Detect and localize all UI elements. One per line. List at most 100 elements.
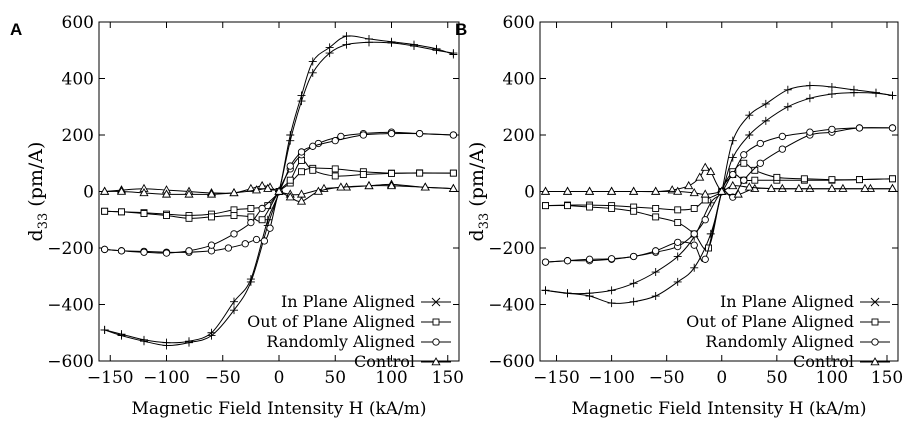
data-point	[139, 187, 149, 197]
data-point	[828, 176, 836, 184]
data-point	[140, 335, 148, 344]
x-tick-label: −100	[143, 368, 190, 388]
data-point	[331, 136, 339, 145]
data-point	[297, 91, 306, 100]
data-point	[673, 186, 683, 195]
legend-marker	[431, 297, 441, 307]
data-point	[756, 139, 764, 148]
data-point	[827, 82, 836, 91]
data-point	[359, 131, 368, 139]
legend-label: Randomly Aligned	[266, 332, 415, 351]
data-point	[585, 186, 595, 195]
data-point	[541, 286, 550, 295]
panel-label: A	[10, 20, 22, 39]
data-point	[751, 176, 759, 184]
data-point	[827, 183, 837, 192]
data-point	[806, 128, 814, 136]
data-point	[778, 132, 786, 141]
data-point	[740, 159, 748, 167]
data-point	[365, 34, 373, 43]
data-point	[313, 186, 323, 195]
y-tick-label: 0	[83, 183, 94, 203]
series-line	[545, 127, 893, 263]
data-point	[871, 89, 880, 98]
y-tick-label: −400	[47, 296, 94, 316]
data-point	[266, 224, 274, 232]
data-point	[733, 189, 743, 198]
data-point	[745, 131, 754, 139]
data-point	[415, 129, 424, 138]
data-point	[701, 216, 709, 224]
x-tick-label: 100	[375, 368, 407, 388]
data-point	[163, 212, 170, 219]
data-point	[652, 247, 660, 255]
legend-label: Control	[793, 352, 854, 371]
data-point	[651, 268, 660, 277]
data-point	[208, 213, 215, 221]
x-tick-label: 50	[766, 368, 788, 388]
data-point	[586, 203, 594, 211]
data-point	[449, 169, 457, 177]
data-point	[629, 252, 638, 261]
data-point	[630, 207, 638, 215]
data-point	[230, 206, 238, 214]
data-point	[717, 186, 727, 195]
x-tick-label: 50	[324, 368, 346, 388]
y-tick-label: −600	[488, 352, 535, 372]
chart-panel-B: B −600 −400 −200 0 200 400 600 −150 −100 −50 0 50 100…	[455, 13, 903, 419]
data-point	[744, 182, 754, 191]
data-point	[342, 32, 351, 41]
legend-marker	[431, 357, 441, 366]
series-line	[545, 162, 893, 251]
data-point	[161, 189, 172, 198]
data-point	[608, 204, 616, 212]
data-point	[285, 192, 295, 201]
legend-label: Control	[354, 352, 415, 371]
data-point	[274, 186, 284, 195]
y-tick-label: 600	[62, 13, 94, 33]
data-point	[805, 94, 814, 103]
data-point	[629, 297, 638, 306]
x-tick-label: 100	[816, 368, 848, 388]
data-point	[251, 185, 262, 194]
data-point	[185, 214, 193, 222]
data-point	[258, 204, 266, 213]
data-point	[888, 124, 897, 132]
data-point	[751, 166, 759, 174]
data-point	[690, 204, 698, 212]
data-point	[706, 166, 716, 175]
data-point	[207, 328, 216, 337]
data-point	[386, 180, 397, 190]
data-point	[783, 102, 792, 111]
series-randomly-aligned	[541, 124, 897, 266]
data-point	[162, 338, 171, 347]
data-point	[607, 286, 616, 295]
data-point	[828, 125, 836, 134]
chart-panel-A: A −600 −400 −200 0 200 400 600 −150 −100 −50 0 50 100…	[10, 13, 464, 419]
data-point	[296, 196, 307, 205]
data-point	[542, 202, 549, 210]
x-axis-label: Magnetic Field Intensity H (kA/m)	[131, 399, 426, 419]
data-point	[230, 297, 238, 306]
data-point	[563, 289, 572, 298]
data-point	[185, 337, 193, 346]
data-point	[783, 85, 792, 94]
legend-label: In Plane Aligned	[720, 292, 854, 311]
data-point	[794, 183, 804, 192]
data-point	[889, 175, 896, 183]
data-point	[690, 230, 698, 238]
data-point	[297, 148, 306, 156]
y-tick-label: −200	[488, 239, 535, 259]
data-point	[585, 255, 594, 263]
y-tick-label: −400	[488, 296, 535, 316]
data-point	[888, 91, 897, 100]
data-point	[651, 186, 661, 195]
data-point	[745, 111, 754, 120]
y-tick-label: −200	[47, 239, 94, 259]
legend-label: Out of Plane Aligned	[247, 312, 415, 331]
data-point	[695, 172, 705, 181]
data-point	[336, 182, 346, 191]
data-point	[562, 186, 573, 195]
